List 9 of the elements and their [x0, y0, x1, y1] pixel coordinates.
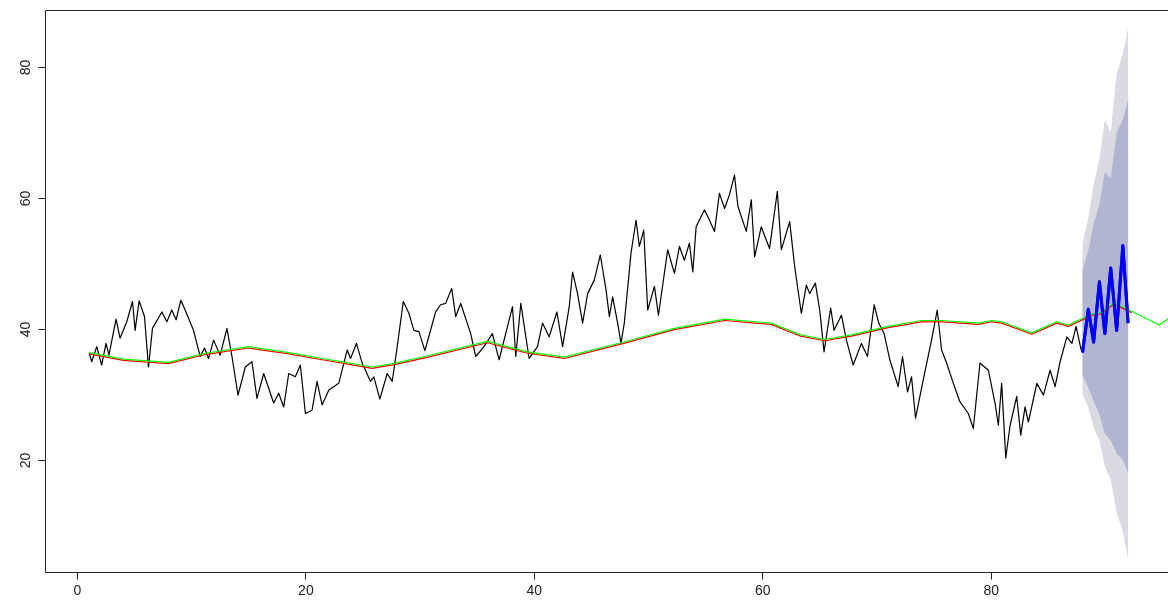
x-tick-label: 20: [298, 581, 314, 598]
x-tick-label: 80: [983, 581, 1000, 598]
x-tick-label: 0: [73, 581, 82, 598]
y-tick-label: 20: [16, 452, 33, 469]
x-tick-label: 60: [754, 581, 771, 598]
x-tick-label: 40: [526, 581, 543, 598]
y-tick-label: 80: [16, 59, 33, 76]
y-tick-label: 40: [16, 321, 33, 338]
y-tick-label: 60: [16, 190, 33, 207]
